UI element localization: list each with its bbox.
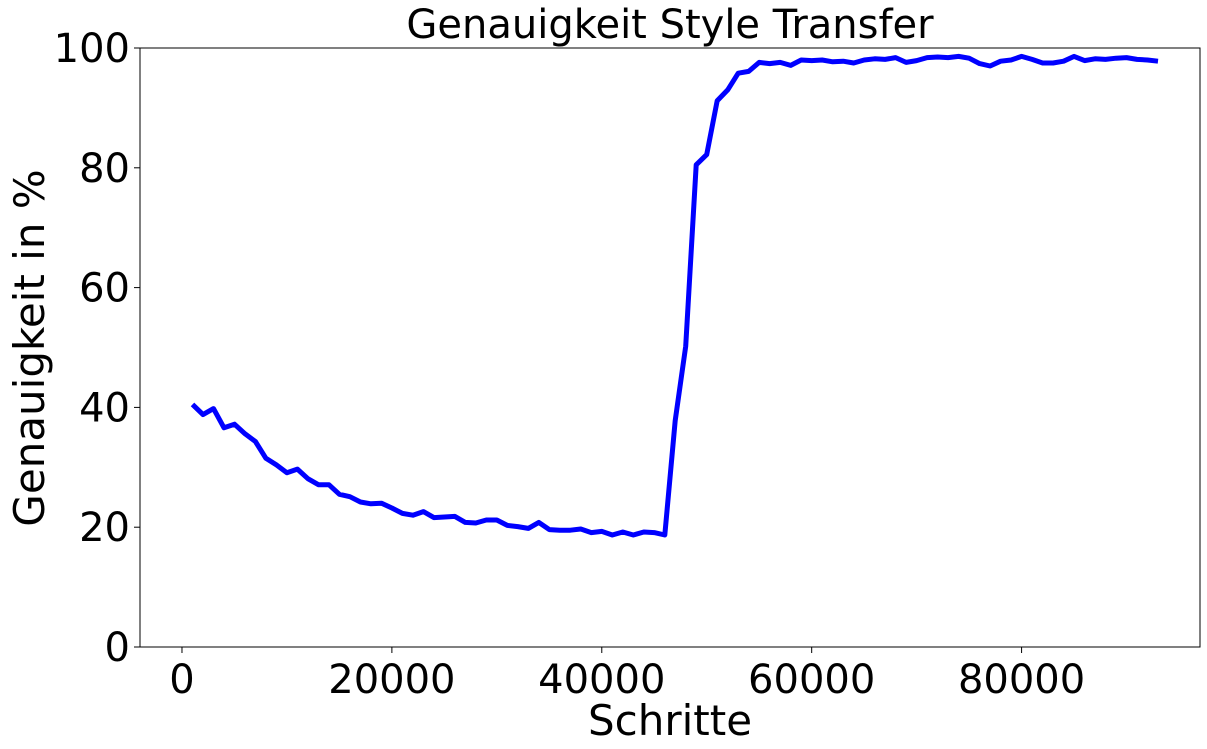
y-tick-label: 60 [79,266,130,312]
x-axis-label: Schritte [588,696,752,745]
plot-area [139,47,1201,648]
y-tick-label: 20 [79,505,130,551]
series-line [190,53,1159,538]
x-tick-label: 20000 [328,657,455,703]
chart-title: Genauigkeit Style Transfer [406,2,934,48]
y-tick-label: 80 [79,146,130,192]
y-axis-label: Genauigkeit in % [5,169,54,526]
y-tick-label: 100 [54,26,130,72]
y-tick-label: 40 [79,385,130,431]
x-axis-ticks: 0 20000 40000 60000 80000 [169,647,1085,703]
series-layer [190,53,1159,538]
y-tick-label: 0 [105,625,130,671]
plot-frame [139,47,1201,648]
x-tick-label: 80000 [958,657,1085,703]
x-tick-label: 0 [169,657,194,703]
y-axis-ticks: 0 20 40 60 80 100 [54,26,140,671]
x-tick-label: 60000 [748,657,875,703]
x-tick-label: 40000 [538,657,665,703]
